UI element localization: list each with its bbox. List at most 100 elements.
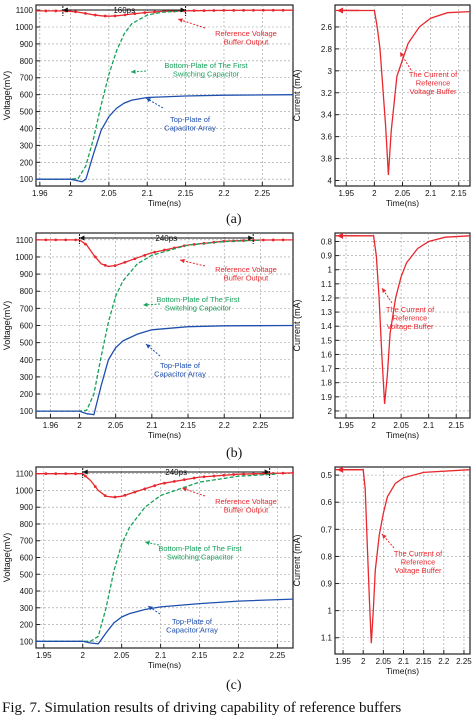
span-arrow-left <box>82 469 88 475</box>
series-marker <box>54 472 58 476</box>
x-tick-label: 2.2 <box>219 421 231 430</box>
y-tick-label: 800 <box>20 520 34 529</box>
x-tick-label: 2.15 <box>180 421 196 430</box>
x-tick-label: 2.2 <box>438 657 450 666</box>
annotation-line: Buffer Output <box>224 506 269 515</box>
y-tick-label: 1.2 <box>321 294 333 303</box>
series-marker <box>232 473 236 476</box>
plot-frame <box>334 4 471 187</box>
series-marker <box>153 10 157 14</box>
annotation-line: Buffer Output <box>224 274 269 283</box>
x-tick-label: 2.2 <box>233 651 245 660</box>
annotation-label: The Current of Reference Voltage Buffer <box>386 305 435 331</box>
span-arrow-left <box>62 7 68 13</box>
series-line-2 <box>36 94 293 183</box>
y-tick-label: 0.8 <box>321 552 333 561</box>
y-tick-label: 600 <box>20 322 34 331</box>
x-tick-label: 2.25 <box>270 651 286 660</box>
figure-caption: Fig. 7. Simulation results of driving ca… <box>2 700 402 716</box>
span-arrow-left <box>79 235 85 241</box>
y-tick-label: 400 <box>20 587 34 596</box>
y-tick-label: 600 <box>20 554 34 563</box>
series-marker <box>133 257 137 261</box>
y-tick-label: 1.3 <box>321 308 333 317</box>
series-marker <box>291 471 293 475</box>
x-tick-label: 2.1 <box>146 421 158 430</box>
x-tick-label: 1.95 <box>36 651 52 660</box>
y-tick-label: 100 <box>20 175 34 184</box>
series-marker <box>113 14 117 18</box>
series-marker <box>113 264 117 268</box>
series-marker <box>64 238 68 242</box>
voltage-plot-b: 1.96 2 2.05 2.1 2.15 2.2 2.25 100 200 300 400 500 60… <box>2 232 294 440</box>
x-tick-label: 2 <box>77 421 82 430</box>
series-marker <box>252 8 255 12</box>
y-tick-label: 3.4 <box>321 111 333 120</box>
y-tick-label: 300 <box>20 141 34 150</box>
y-tick-label: 0.9 <box>321 580 333 589</box>
y-tick-label: 0.9 <box>321 252 333 261</box>
x-tick-label: 1.96 <box>32 189 48 198</box>
y-tick-label: 100 <box>20 407 34 416</box>
annotation-line: Bottom-Plate of The First <box>164 61 248 70</box>
x-tick-label: 2 <box>81 651 86 660</box>
series-marker <box>44 238 48 242</box>
x-tick-label: 2.05 <box>395 189 411 198</box>
x-tick-label: 2 <box>371 421 376 430</box>
x-tick-label: 2.25 <box>456 657 472 666</box>
y-tick-label: 200 <box>20 390 34 399</box>
annotation-label: Bottom-Plate of The First Switching Capac… <box>158 544 242 562</box>
series-marker <box>271 8 275 12</box>
series-marker <box>261 238 265 242</box>
series-marker <box>123 13 127 17</box>
x-tick-label: 1.96 <box>43 421 59 430</box>
x-tick-label: 2.25 <box>255 189 271 198</box>
annotation-arrow-line <box>130 70 147 73</box>
x-axis-label: Time(ns) <box>148 198 181 208</box>
annotation-arrow-head <box>400 52 405 57</box>
series-marker <box>271 238 275 242</box>
series-marker <box>103 14 107 18</box>
y-tick-label: 100 <box>20 637 34 646</box>
annotation-label: Top-Plate of Capacitor Array <box>166 617 218 635</box>
y-tick-label: 900 <box>20 270 34 279</box>
x-tick-label: 2.1 <box>142 189 154 198</box>
annotation-line: Reference <box>416 79 451 88</box>
annotation-line: Capacitor Array <box>164 124 216 133</box>
y-tick-label: 3.6 <box>321 133 333 142</box>
y-tick-label: 2.6 <box>321 23 333 32</box>
y-tick-label: 0.5 <box>321 471 333 480</box>
series-marker <box>74 472 77 476</box>
annotation-label: Top-Plate of Capacitor Array <box>154 361 206 379</box>
annotation-label: Reference Voltage Buffer Output <box>215 265 277 283</box>
series-marker <box>143 487 147 491</box>
y-tick-label: 1000 <box>15 23 33 32</box>
series-marker <box>84 242 87 246</box>
annotation-label: Reference Voltage Buffer Output <box>215 29 277 47</box>
y-tick-label: 1.7 <box>321 365 333 374</box>
x-tick-label: 2.05 <box>101 189 117 198</box>
annotation-arrow-head <box>180 258 185 264</box>
plot-frame <box>334 466 471 655</box>
annotation-line: Reference Voltage <box>215 497 277 506</box>
annotation-line: Bottom-Plate of The First <box>158 544 242 553</box>
series-marker <box>222 9 226 12</box>
annotation-arrow-head <box>146 344 151 349</box>
annotation-line: Reference <box>393 314 428 323</box>
annotation-line: Reference Voltage <box>215 265 277 274</box>
y-tick-label: 700 <box>20 537 34 546</box>
series-marker <box>163 481 166 485</box>
annotation-line: Voltage Buffer <box>395 566 442 575</box>
y-tick-label: 1.6 <box>321 350 333 359</box>
series-line-1 <box>36 473 278 642</box>
annotation-arrow-line <box>177 18 206 29</box>
series-marker <box>153 250 157 254</box>
annotation-arrow-head <box>382 288 387 293</box>
y-tick-label: 300 <box>20 604 34 613</box>
series-line-1 <box>36 10 186 180</box>
y-tick-label: 500 <box>20 108 34 117</box>
series-marker <box>261 8 265 12</box>
y-tick-label: 1.9 <box>321 393 333 402</box>
y-tick-label: 4 <box>328 177 333 186</box>
x-tick-label: 2.2 <box>218 189 230 198</box>
